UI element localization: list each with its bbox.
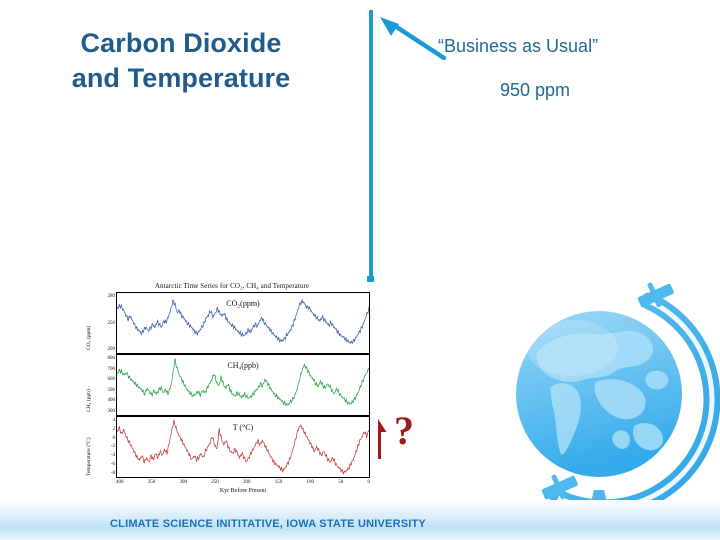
y-tick-label: 800 [107, 356, 116, 361]
ppm-value-label: 950 ppm [500, 80, 571, 100]
business-as-usual-label: “Business as Usual” [438, 36, 599, 56]
y-tick-label: 4 [112, 418, 116, 423]
x-tick-label: 250 [211, 480, 219, 485]
temperature-panel: T (°C) [116, 416, 370, 478]
y-tick-label: 2 [112, 426, 116, 432]
temperature-axis-title: Temperature (°C) [86, 437, 92, 476]
antarctic-time-series-chart: Antarctic Time Series for CO₂, CH₄ and T… [86, 282, 378, 498]
y-tick-label: 700 [107, 366, 116, 372]
x-tick-label: 0 [367, 480, 371, 485]
globe-axis-pins [541, 282, 674, 500]
y-tick-label: 280 [107, 294, 116, 299]
page-title: Carbon Dioxide and Temperature [26, 26, 336, 95]
y-tick-label: 400 [107, 398, 116, 404]
temperature-series-line [117, 417, 369, 477]
y-tick-label: 250 [107, 320, 116, 326]
ch4-axis-title: CH₄ (ppb) [86, 389, 92, 412]
ch4-series-line [117, 355, 369, 415]
y-tick-label: -2 [110, 444, 115, 450]
footer-band [0, 500, 720, 540]
globe-icon [516, 282, 720, 530]
ch4-y-ticks: 800 700 600 500 400 300 [94, 356, 116, 414]
x-axis-title: Kyr Before Present [219, 488, 267, 494]
chart-title: Antarctic Time Series for CO₂, CH₄ and T… [154, 282, 310, 290]
co2-projection-bar [369, 10, 373, 278]
y-tick-label: -6 [110, 462, 115, 468]
co2-series-line [117, 293, 369, 353]
y-tick-label: -8 [110, 470, 115, 476]
title-line-2: and Temperature [71, 62, 291, 93]
x-axis-ticks: 400 350 300 250 200 150 100 50 0 [116, 480, 370, 485]
x-tick-label: 100 [306, 480, 315, 485]
y-tick-label: -4 [110, 453, 115, 459]
co2-y-ticks: 280 250 200 [94, 294, 116, 352]
x-tick-label: 400 [116, 480, 124, 485]
x-tick-label: 50 [338, 480, 344, 485]
arrow-up-left-icon [380, 17, 447, 61]
y-tick-label: 200 [107, 347, 116, 352]
continents-shape [536, 330, 669, 455]
x-tick-label: 150 [274, 480, 283, 485]
co2-panel: CO₂(ppm) [116, 292, 370, 354]
ch4-panel: CH₄(ppb) [116, 354, 370, 416]
y-tick-label: 300 [107, 408, 116, 414]
co2-axis-title: CO₂ (ppm) [86, 325, 92, 350]
temperature-y-ticks: 4 2 0 -2 -4 -6 -8 [94, 418, 115, 476]
title-line-1: Carbon Dioxide [80, 28, 282, 58]
y-tick-label: 500 [107, 387, 116, 393]
y-tick-label: 0 [112, 435, 116, 441]
y-tick-label: 600 [107, 377, 116, 383]
x-tick-label: 350 [147, 480, 156, 485]
x-tick-label: 300 [179, 480, 188, 485]
footer-label: CLIMATE SCIENCE INITITATIVE, IOWA STATE … [110, 518, 426, 530]
question-mark-label: ? [394, 408, 414, 453]
x-tick-label: 200 [243, 480, 251, 485]
